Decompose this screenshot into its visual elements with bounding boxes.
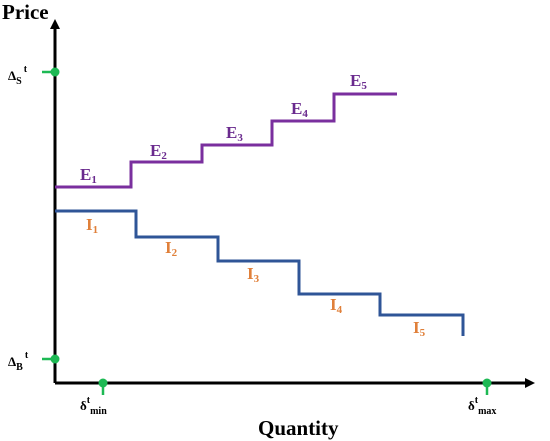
step-label-i1: I1 — [86, 215, 98, 236]
step-label-i4: I4 — [330, 295, 343, 316]
y-marker-delta-s: ΔSt — [8, 64, 60, 87]
y-marker-label: ΔBt — [8, 350, 29, 373]
import-step-labels: I1 I2 I3 I4 I5 — [86, 215, 426, 339]
step-label-i3: I3 — [247, 264, 260, 285]
step-label-e4: E4 — [291, 99, 308, 120]
export-step-curve — [55, 92, 397, 189]
x-marker-label: δtmax — [468, 395, 496, 417]
y-marker-delta-b: ΔBt — [8, 350, 60, 373]
step-label-i2: I2 — [165, 238, 178, 259]
x-marker-delta-min: δtmin — [80, 378, 108, 417]
marker-dot — [50, 67, 60, 77]
x-marker-delta-max: δtmax — [468, 378, 496, 417]
step-label-e1: E1 — [80, 165, 97, 186]
y-axis-title: Price — [2, 0, 49, 24]
step-label-e5: E5 — [350, 71, 367, 92]
marker-dot — [50, 354, 60, 364]
step-label-e3: E3 — [226, 123, 243, 144]
marker-dot — [482, 378, 492, 388]
y-marker-label: ΔSt — [8, 64, 28, 87]
step-label-e2: E2 — [150, 141, 167, 162]
marker-dot — [98, 378, 108, 388]
step-label-i5: I5 — [413, 318, 426, 339]
export-step-labels: E1 E2 E3 E4 E5 — [80, 71, 367, 186]
import-step-curve — [55, 209, 465, 336]
x-axis-title: Quantity — [258, 416, 339, 440]
x-marker-label: δtmin — [80, 395, 107, 417]
